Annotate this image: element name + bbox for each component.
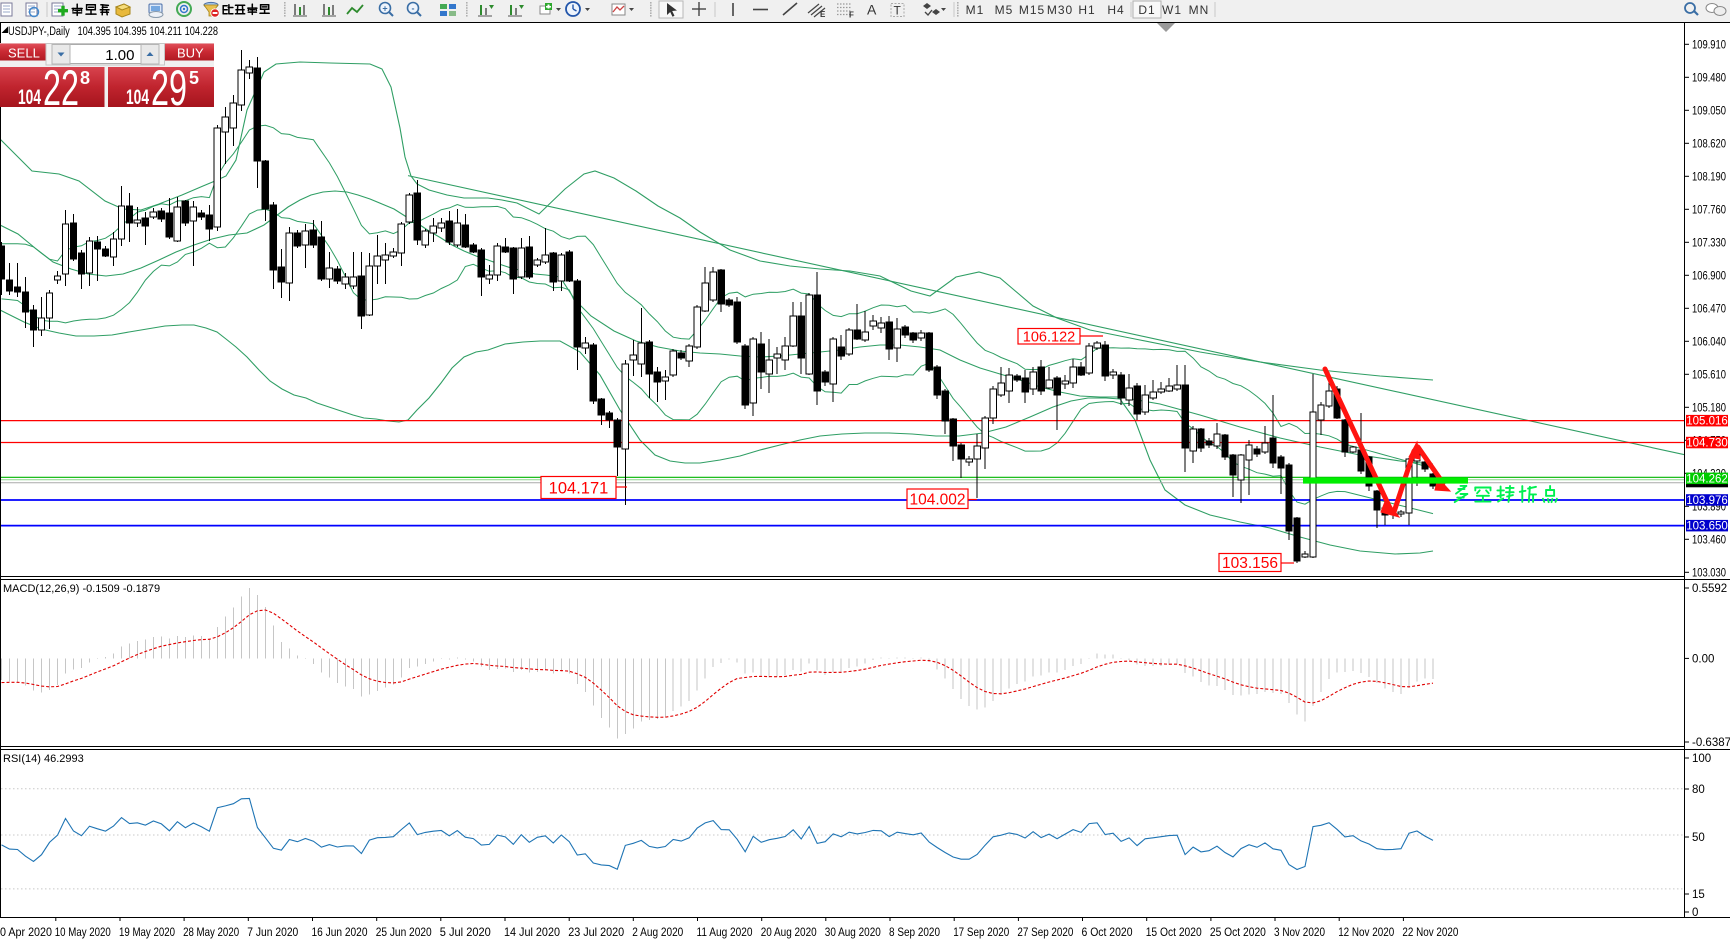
svg-text:14 Jul 2020: 14 Jul 2020 <box>504 925 560 939</box>
svg-text:104.262: 104.262 <box>1686 473 1728 485</box>
svg-text:30 Aug 2020: 30 Aug 2020 <box>825 925 881 939</box>
svg-text:15: 15 <box>1692 889 1705 901</box>
svg-text:15 Oct 2020: 15 Oct 2020 <box>1146 925 1202 939</box>
svg-text:109.480: 109.480 <box>1692 70 1726 84</box>
svg-text:107.330: 107.330 <box>1692 235 1726 249</box>
svg-text:100: 100 <box>1692 753 1711 765</box>
svg-text:104: 104 <box>18 86 41 109</box>
svg-text:103.460: 103.460 <box>1692 532 1726 546</box>
svg-text:10 May 2020: 10 May 2020 <box>55 925 111 939</box>
svg-text:108.190: 108.190 <box>1692 169 1726 183</box>
svg-text:W1: W1 <box>1162 3 1182 17</box>
svg-text:22: 22 <box>43 60 79 116</box>
svg-text:107.760: 107.760 <box>1692 202 1726 216</box>
svg-text:0.5592: 0.5592 <box>1692 583 1727 595</box>
svg-text:+: + <box>382 4 387 14</box>
svg-text:USDJPY-,Daily 104.395 104.39: USDJPY-,Daily 104.395 104.395 104.211 10… <box>8 26 218 38</box>
svg-text:103.030: 103.030 <box>1692 565 1726 579</box>
svg-text:MACD(12,26,9) -0.1509 -0.1879: MACD(12,26,9) -0.1509 -0.1879 <box>3 583 160 595</box>
svg-text:12 Nov 2020: 12 Nov 2020 <box>1338 925 1394 939</box>
svg-text:SELL: SELL <box>8 46 40 61</box>
svg-text:104.171: 104.171 <box>549 479 609 497</box>
svg-text:103.156: 103.156 <box>1222 555 1278 572</box>
svg-text:A: A <box>867 2 877 18</box>
svg-text:20 Aug 2020: 20 Aug 2020 <box>761 925 817 939</box>
svg-text:H4: H4 <box>1107 3 1124 17</box>
svg-text:0 Apr 2020: 0 Apr 2020 <box>0 925 52 939</box>
svg-text:BUY: BUY <box>177 46 204 61</box>
svg-text:T: T <box>894 4 902 18</box>
svg-text:3 Nov 2020: 3 Nov 2020 <box>1274 925 1325 939</box>
svg-text:1.00: 1.00 <box>105 47 134 64</box>
svg-text:5 Jul 2020: 5 Jul 2020 <box>440 925 491 939</box>
svg-text:25 Jun 2020: 25 Jun 2020 <box>376 925 432 939</box>
svg-text:106.122: 106.122 <box>1023 330 1075 346</box>
svg-text:25 Oct 2020: 25 Oct 2020 <box>1210 925 1266 939</box>
svg-text:104.730: 104.730 <box>1686 438 1728 450</box>
svg-text:104: 104 <box>126 86 149 109</box>
svg-text:0.00: 0.00 <box>1692 653 1714 665</box>
svg-text:16 Jun 2020: 16 Jun 2020 <box>312 925 368 939</box>
svg-text:105.180: 105.180 <box>1692 400 1726 414</box>
svg-text:6 Oct 2020: 6 Oct 2020 <box>1082 925 1133 939</box>
svg-text:108.620: 108.620 <box>1692 136 1726 150</box>
svg-text:103.976: 103.976 <box>1686 495 1728 507</box>
svg-text:M5: M5 <box>995 3 1014 17</box>
svg-text:11 Aug 2020: 11 Aug 2020 <box>697 925 753 939</box>
svg-text:8 Sep 2020: 8 Sep 2020 <box>889 925 940 939</box>
svg-text:-0.6387: -0.6387 <box>1692 737 1730 749</box>
svg-text:50: 50 <box>1692 832 1705 844</box>
svg-text:105.016: 105.016 <box>1686 416 1728 428</box>
svg-text:28 May 2020: 28 May 2020 <box>183 925 239 939</box>
svg-text:106.470: 106.470 <box>1692 301 1726 315</box>
svg-text:109.910: 109.910 <box>1692 37 1726 51</box>
svg-text:27 Sep 2020: 27 Sep 2020 <box>1017 925 1073 939</box>
svg-text:7 Jun 2020: 7 Jun 2020 <box>247 925 298 939</box>
svg-text:106.040: 106.040 <box>1692 334 1726 348</box>
svg-text:RSI(14) 46.2993: RSI(14) 46.2993 <box>3 753 84 765</box>
svg-text:105.610: 105.610 <box>1692 367 1726 381</box>
svg-text:109.050: 109.050 <box>1692 103 1726 117</box>
svg-text:M1: M1 <box>966 3 985 17</box>
svg-text:29: 29 <box>151 60 187 116</box>
svg-text:23 Jul 2020: 23 Jul 2020 <box>568 925 624 939</box>
svg-text:103.650: 103.650 <box>1686 521 1728 533</box>
svg-text:106.900: 106.900 <box>1692 268 1726 282</box>
svg-text:5: 5 <box>189 68 199 88</box>
svg-text:22 Nov 2020: 22 Nov 2020 <box>1402 925 1458 939</box>
svg-text:2 Aug 2020: 2 Aug 2020 <box>632 925 683 939</box>
svg-text:MN: MN <box>1189 3 1210 17</box>
svg-text:104.002: 104.002 <box>909 491 965 508</box>
svg-text:80: 80 <box>1692 784 1705 796</box>
svg-text:D1: D1 <box>1138 3 1155 17</box>
svg-text:M15: M15 <box>1019 3 1045 17</box>
svg-text:8: 8 <box>80 68 90 88</box>
svg-text:17 Sep 2020: 17 Sep 2020 <box>953 925 1009 939</box>
svg-text:19 May 2020: 19 May 2020 <box>119 925 175 939</box>
svg-text:-: - <box>412 4 415 14</box>
svg-text:0: 0 <box>1692 907 1698 919</box>
svg-text:E: E <box>820 10 826 19</box>
svg-text:F: F <box>849 11 854 20</box>
svg-text:M30: M30 <box>1047 3 1073 17</box>
svg-text:H1: H1 <box>1078 3 1095 17</box>
